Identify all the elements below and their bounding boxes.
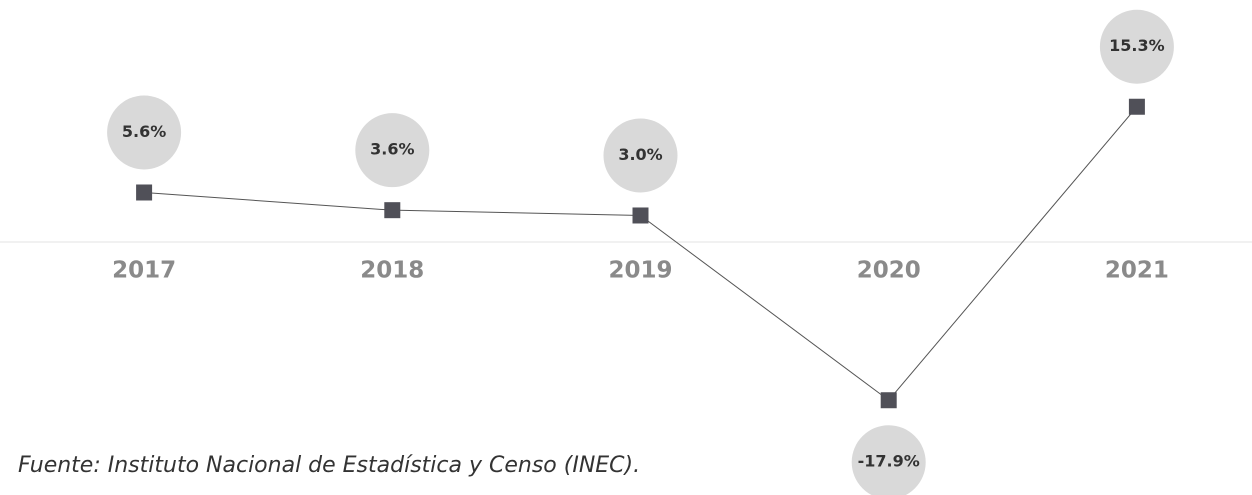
marker xyxy=(136,184,153,201)
x-tick-label: 2020 xyxy=(857,258,921,284)
data-label: 5.6% xyxy=(122,122,166,141)
marker xyxy=(1128,98,1145,115)
marker xyxy=(384,202,401,219)
label-bubble xyxy=(851,425,926,495)
x-tick-label: 2017 xyxy=(112,258,176,284)
marker xyxy=(632,207,649,224)
x-tick-label: 2019 xyxy=(608,258,672,284)
data-label: 15.3% xyxy=(1109,36,1165,55)
label-bubble xyxy=(355,113,430,188)
source-note: Fuente: Instituto Nacional de Estadístic… xyxy=(18,453,640,478)
x-tick-label: 2021 xyxy=(1105,258,1169,284)
data-label: 3.0% xyxy=(618,145,662,164)
x-tick-label: 2018 xyxy=(360,258,424,284)
marker xyxy=(880,392,897,409)
label-bubble xyxy=(603,118,678,193)
data-label: -17.9% xyxy=(858,452,920,471)
label-bubble xyxy=(107,95,182,170)
label-bubble xyxy=(1099,9,1174,84)
data-label: 3.6% xyxy=(370,140,414,159)
